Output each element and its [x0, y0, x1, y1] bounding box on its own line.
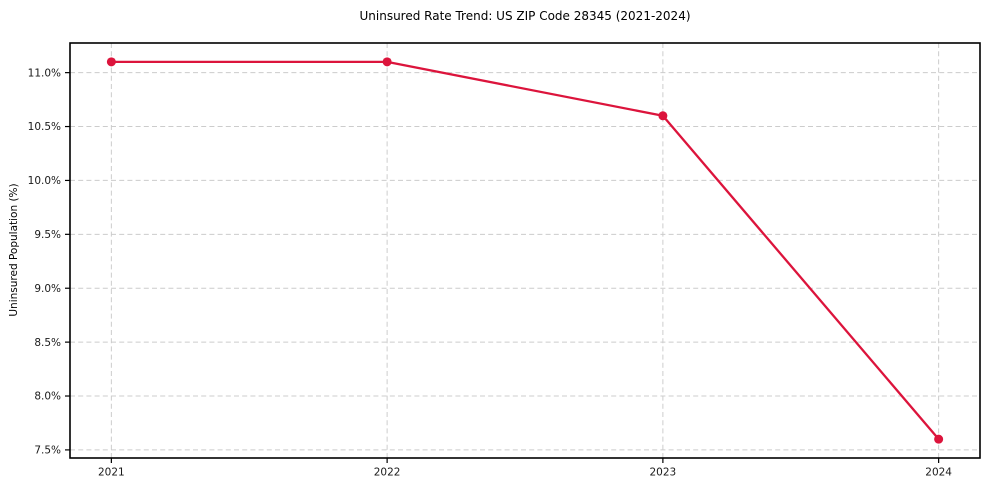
y-tick-label: 8.0% [34, 391, 61, 403]
data-point [934, 434, 944, 444]
y-tick-label: 8.5% [34, 337, 61, 349]
data-point [106, 57, 116, 67]
plot-border [69, 42, 981, 459]
trend-line [110, 60, 940, 441]
y-tick-label: 9.5% [34, 229, 61, 241]
x-tick-label: 2023 [650, 467, 677, 479]
y-tick-label: 10.5% [28, 121, 61, 133]
y-tick-label: 11.0% [28, 67, 61, 79]
chart-title: Uninsured Rate Trend: US ZIP Code 28345 … [359, 9, 691, 23]
x-tick-label: 2024 [925, 467, 952, 479]
x-tick-label: 2021 [98, 467, 125, 479]
y-tick-label: 7.5% [34, 445, 61, 457]
data-point [658, 111, 668, 121]
data-point [382, 57, 392, 67]
x-tick-label: 2022 [374, 467, 401, 479]
y-tick-label: 9.0% [34, 283, 61, 295]
y-tick-label: 10.0% [28, 175, 61, 187]
